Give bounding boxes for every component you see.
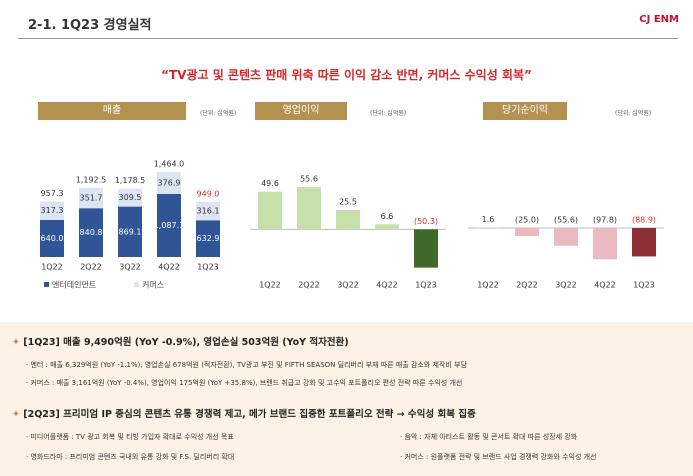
bar-segment [40, 201, 64, 220]
summary-box: ✦ [1Q23] 매출 9,490억원 (YoY -0.9%), 영업손실 50… [0, 322, 693, 476]
value-label: 1,087.1 [154, 221, 185, 230]
x-tick-label: 3Q22 [119, 263, 141, 272]
x-tick-label: 1Q23 [633, 281, 655, 290]
value-label: (88.9) [632, 216, 656, 225]
chart-header: 매출 [38, 102, 186, 120]
x-tick-label: 1Q22 [259, 281, 281, 290]
value-label: 1.6 [482, 215, 495, 224]
total-label: 1,192.5 [76, 175, 107, 184]
value-label: 376.9 [158, 179, 181, 188]
bar [476, 227, 500, 228]
value-label: 632.9 [197, 234, 220, 243]
summary-heading-text: [2Q23] 프리미엄 IP 중심의 콘텐츠 유통 경쟁력 제고, 메가 브랜드… [23, 409, 476, 420]
value-label: (25.0) [515, 216, 539, 225]
x-tick-label: 2Q22 [516, 281, 538, 290]
value-label: 351.7 [80, 194, 103, 203]
bar [554, 228, 578, 246]
x-tick-label: 4Q22 [594, 281, 616, 290]
bar-segment [40, 219, 64, 257]
x-tick-label: 2Q22 [80, 263, 102, 272]
value-label: (55.6) [554, 216, 578, 225]
summary-heading: ✦ [2Q23] 프리미엄 IP 중심의 콘텐츠 유통 경쟁력 제고, 메가 브… [12, 409, 476, 420]
value-label: 55.6 [300, 175, 318, 184]
summary-item: · 커머스 : 원플랫폼 전략 및 브랜드 사업 경쟁력 강화와 수익성 개선 [400, 453, 597, 461]
value-label: 317.3 [41, 206, 64, 215]
value-label: (97.8) [593, 216, 617, 225]
x-tick-label: 3Q22 [555, 281, 577, 290]
bar [632, 228, 656, 257]
bar-segment [79, 208, 103, 257]
bar-segment [157, 193, 181, 257]
x-tick-label: 1Q23 [415, 281, 437, 290]
logo: CJ ENM [639, 14, 679, 25]
bar [375, 224, 399, 230]
bar-segment [157, 172, 181, 194]
legend-swatch [134, 282, 139, 287]
charts: 640.0 840.8 869.1 1,087.1 632.9 317.3 351.7 309… [40, 160, 664, 290]
x-tick-label: 1Q23 [197, 263, 219, 272]
value-label: (50.3) [414, 217, 438, 226]
unit: (단위: 십억원) [200, 110, 237, 117]
summary-item: · 영화드라마 : 프리미엄 콘텐츠 국내외 유통 강화 및 F.S. 딜리버리… [26, 453, 235, 461]
total-label: 1,464.0 [154, 160, 185, 169]
legend-label: 엔터테인먼트 [52, 280, 96, 290]
chart-header: 당기순이익 [483, 102, 567, 120]
bar-segment [79, 187, 103, 209]
total-label: 957.3 [41, 189, 64, 198]
summary-item: · 미디어플랫폼 : TV 광고 회복 및 티빙 가입자 확대로 수익성 개선 … [26, 433, 234, 441]
legend-label: 커머스 [142, 281, 164, 290]
bar [515, 228, 539, 236]
value-label: 840.8 [80, 228, 103, 237]
x-tick-label: 4Q22 [376, 281, 398, 290]
summary-heading: ✦ [1Q23] 매출 9,490억원 (YoY -0.9%), 영업손실 50… [12, 337, 349, 348]
bar-segment [196, 201, 220, 221]
value-label: 25.5 [339, 198, 357, 207]
unit: (단위: 십억원) [370, 110, 407, 117]
rule [18, 38, 678, 39]
x-tick-label: 3Q22 [337, 281, 359, 290]
value-label: 6.6 [381, 212, 394, 221]
value-label: 309.5 [119, 193, 142, 202]
slide-title: 2-1. 1Q23 경영실적 [28, 18, 152, 33]
bar [414, 229, 438, 268]
value-label: 316.1 [197, 207, 220, 216]
x-tick-label: 4Q22 [158, 263, 180, 272]
x-tick-label: 1Q22 [477, 281, 499, 290]
bar [336, 210, 360, 230]
chart-header: 영업이익 [255, 102, 347, 120]
bar [297, 187, 321, 230]
bar-segment [118, 206, 142, 257]
bar [593, 228, 617, 260]
x-tick-label: 2Q22 [298, 281, 320, 290]
value-label: 49.6 [261, 179, 279, 188]
summary-item: · 음악 : 자체 아티스트 활동 및 콘서트 확대 따른 성장세 강화 [400, 433, 578, 441]
bar [258, 191, 282, 230]
summary-item: · 커머스 : 매출 3,161억원 (YoY -0.4%), 영업이익 175… [26, 379, 463, 387]
headline: “TV광고 및 콘텐츠 판매 위축 따른 이익 감소 반면, 커머스 수익성 회… [161, 68, 532, 82]
value-label: 640.0 [41, 234, 64, 243]
total-label: 1,178.5 [115, 176, 146, 185]
bar-segment [118, 188, 142, 207]
summary-heading-text: [1Q23] 매출 9,490억원 (YoY -0.9%), 영업손실 503억… [23, 337, 349, 348]
value-label: 869.1 [119, 227, 142, 236]
unit: (단위: 십억원) [615, 110, 652, 117]
summary-item: · 엔터 : 매출 6,329억원 (YoY -1.1%), 영업손실 678억… [26, 361, 467, 369]
total-label: 949.0 [197, 189, 220, 198]
legend-swatch [44, 282, 49, 287]
bar-segment [196, 220, 220, 257]
x-tick-label: 1Q22 [41, 263, 63, 272]
